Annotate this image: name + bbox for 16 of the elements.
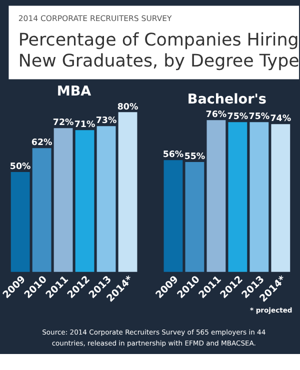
data-label: 71% bbox=[74, 120, 96, 130]
data-label: 62% bbox=[31, 138, 52, 148]
data-label: 76% bbox=[206, 110, 227, 120]
text: 2014 CORPORATE RECRUITERS SURVEY bbox=[18, 14, 172, 24]
chart-title: MBA bbox=[56, 84, 92, 100]
text: Percentage of Companies Hiring New Graduates, by Degree Type bbox=[18, 30, 300, 72]
data-label: 80% bbox=[117, 102, 138, 112]
data-label: 73% bbox=[96, 116, 117, 126]
data-label: 72% bbox=[52, 118, 74, 128]
data-label: 75% bbox=[248, 112, 270, 122]
data-label: 56% bbox=[162, 150, 184, 160]
chart-title: Bachelor's bbox=[187, 92, 266, 108]
data-label: 74% bbox=[270, 114, 292, 124]
data-label: 50% bbox=[10, 162, 32, 172]
data-label: 55% bbox=[184, 152, 206, 162]
data-label: 75% bbox=[227, 112, 248, 122]
